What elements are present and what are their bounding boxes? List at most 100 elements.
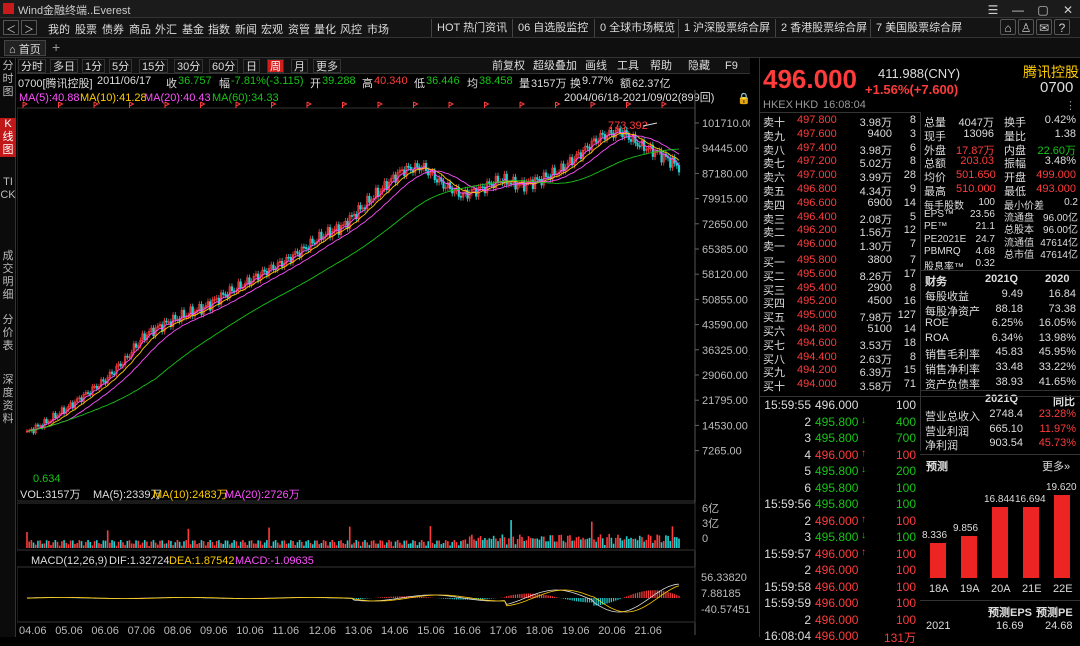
order-price[interactable]: 496.400: [797, 211, 837, 223]
order-price[interactable]: 495.400: [797, 282, 837, 294]
macd-histogram-bar: [548, 595, 549, 598]
menu-item[interactable]: 宏观: [261, 21, 283, 37]
order-price[interactable]: 494.800: [797, 323, 837, 335]
menu-item[interactable]: 指数: [208, 21, 230, 37]
toolbar-button[interactable]: 前复权: [490, 59, 527, 73]
close-icon[interactable]: ✕: [1060, 2, 1076, 18]
order-price[interactable]: 495.000: [797, 309, 837, 321]
period-tab[interactable]: 30分: [174, 59, 203, 73]
volume-bar: [31, 540, 33, 548]
menu-item[interactable]: 股票: [75, 21, 97, 37]
event-flag-icon[interactable]: [449, 102, 453, 108]
event-flag-icon[interactable]: [520, 102, 524, 108]
nav-forward-icon[interactable]: ＞: [21, 20, 37, 35]
help-icon[interactable]: ?: [1054, 19, 1070, 35]
menu-item[interactable]: 市场: [367, 21, 389, 37]
close-value: 36.757: [178, 75, 212, 87]
period-tab[interactable]: 周: [267, 59, 284, 73]
menu-icon[interactable]: ☰: [985, 2, 1001, 18]
menu-item[interactable]: 债券: [102, 21, 124, 37]
workspace-tab[interactable]: HOT 热门资讯: [431, 19, 512, 37]
order-price[interactable]: 494.000: [797, 378, 837, 390]
order-price[interactable]: 497.600: [797, 128, 837, 140]
toolbar-button[interactable]: 隐藏: [686, 59, 712, 73]
home-icon[interactable]: ⌂: [1000, 19, 1016, 35]
order-price[interactable]: 494.600: [797, 337, 837, 349]
event-flag-icon[interactable]: [307, 102, 311, 108]
chat-icon[interactable]: ✉: [1036, 19, 1052, 35]
period-tab[interactable]: 15分: [139, 59, 168, 73]
event-flag-icon[interactable]: [556, 102, 560, 108]
lock-icon[interactable]: 🔒: [737, 92, 750, 105]
user-icon[interactable]: ♙: [1018, 19, 1034, 35]
left-nav-item[interactable]: K线图: [0, 118, 16, 157]
toolbar-button[interactable]: 超级叠加: [531, 59, 579, 73]
order-price[interactable]: 496.800: [797, 183, 837, 195]
menu-item[interactable]: 基金: [182, 21, 204, 37]
order-price[interactable]: 494.400: [797, 351, 837, 363]
left-nav-item[interactable]: TICK: [0, 176, 16, 202]
x-tick: 07.06: [128, 625, 156, 637]
nav-back-icon[interactable]: ＜: [3, 20, 19, 35]
volume-bar: [401, 545, 403, 548]
event-flag-icon[interactable]: [485, 102, 489, 108]
menu-item[interactable]: 新闻: [235, 21, 257, 37]
toolbar-button[interactable]: 工具: [615, 59, 641, 73]
event-flag-icon[interactable]: [414, 102, 418, 108]
toolbar-button[interactable]: F9: [723, 59, 740, 73]
order-price[interactable]: 495.600: [797, 268, 837, 280]
menu-item[interactable]: 外汇: [155, 21, 177, 37]
order-price[interactable]: 496.000: [797, 238, 837, 250]
workspace-tab[interactable]: 2 香港股票综合屏: [775, 19, 872, 37]
volume-bar: [663, 541, 665, 548]
workspace-tab[interactable]: 0 全球市场概览: [594, 19, 680, 37]
menu-item[interactable]: 量化: [314, 21, 336, 37]
volume-bar: [255, 544, 257, 548]
collapse-arrow-icon[interactable]: ›: [749, 352, 750, 363]
toolbar-button[interactable]: 帮助: [648, 59, 674, 73]
left-nav-item[interactable]: 分价表: [0, 314, 16, 353]
volume-bar: [678, 539, 680, 548]
period-tab[interactable]: 1分: [82, 59, 105, 73]
quote-options-icon[interactable]: ⋮: [1065, 99, 1076, 112]
period-tab[interactable]: 5分: [109, 59, 132, 73]
event-flag-icon[interactable]: [378, 102, 382, 108]
menu-item[interactable]: 我的: [48, 21, 70, 37]
period-tab[interactable]: 日: [243, 59, 260, 73]
volume-bar: [323, 540, 325, 548]
order-price[interactable]: 495.800: [797, 254, 837, 266]
period-tab[interactable]: 更多: [313, 59, 341, 73]
home-tab[interactable]: ⌂ 首页: [4, 40, 46, 56]
menu-item[interactable]: 商品: [129, 21, 151, 37]
forecast-more-link[interactable]: 更多»: [1042, 458, 1070, 474]
candle-body: [661, 151, 663, 162]
period-tab[interactable]: 月: [291, 59, 308, 73]
left-nav-item[interactable]: 深度资料: [0, 374, 16, 426]
order-price[interactable]: 496.200: [797, 224, 837, 236]
add-tab-button[interactable]: +: [52, 39, 60, 55]
workspace-tab[interactable]: 1 沪深股票综合屏: [678, 19, 775, 37]
workspace-tab[interactable]: 7 美国股票综合屏: [870, 19, 967, 37]
left-nav-item[interactable]: 分时图: [0, 60, 16, 99]
event-flag-icon[interactable]: [343, 102, 347, 108]
menu-item[interactable]: 资管: [288, 21, 310, 37]
period-tab[interactable]: 多日: [50, 59, 78, 73]
order-price[interactable]: 497.800: [797, 114, 837, 126]
maximize-icon[interactable]: ▢: [1035, 2, 1051, 18]
period-tab[interactable]: 60分: [209, 59, 238, 73]
order-price[interactable]: 497.200: [797, 155, 837, 167]
left-nav-item[interactable]: 成交明细: [0, 250, 16, 302]
minimize-icon[interactable]: —: [1010, 2, 1026, 18]
order-price[interactable]: 496.600: [797, 197, 837, 209]
candle-body: [231, 287, 233, 291]
order-price[interactable]: 495.200: [797, 295, 837, 307]
order-price[interactable]: 497.400: [797, 142, 837, 154]
menu-item[interactable]: 风控: [340, 21, 362, 37]
period-tab[interactable]: 分时: [18, 59, 46, 73]
tick-volume: 700: [872, 431, 916, 445]
toolbar-button[interactable]: 画线: [583, 59, 609, 73]
workspace-tab[interactable]: 06 自选股监控: [512, 19, 593, 37]
order-price[interactable]: 497.000: [797, 169, 837, 181]
order-price[interactable]: 494.200: [797, 364, 837, 376]
